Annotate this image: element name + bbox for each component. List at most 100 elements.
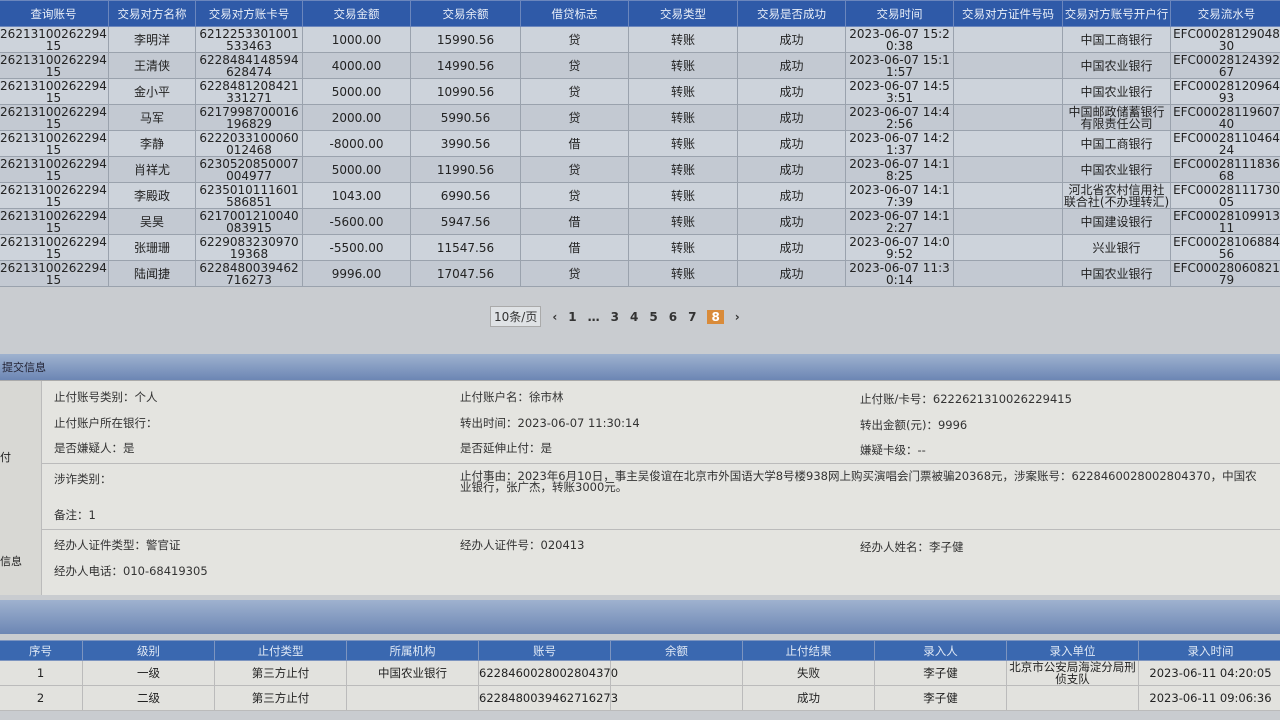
page-button[interactable]: 8: [707, 309, 724, 324]
table-cell: 转账: [628, 52, 738, 79]
column-header[interactable]: 所属机构: [346, 640, 479, 661]
table-cell: 6228484148594628474: [195, 52, 303, 79]
table-cell: -5500.00: [302, 234, 411, 261]
table-cell: 9996.00: [302, 260, 411, 287]
table-row[interactable]: 1 一级 第三方止付 中国农业银行 6228460028002804370 失败 李子健 北京…: [0, 660, 1280, 686]
page-button[interactable]: …: [587, 309, 600, 324]
table-cell: 转账: [628, 260, 738, 287]
column-header[interactable]: 交易余额: [410, 0, 521, 27]
table-cell: EFC0002811046424: [1170, 130, 1280, 157]
page-button[interactable]: 1: [568, 309, 577, 324]
prev-page-button[interactable]: ‹: [552, 309, 558, 324]
table-cell: 陆闻捷: [108, 260, 196, 287]
column-header[interactable]: 交易是否成功: [737, 0, 846, 27]
table-cell: 成功: [737, 182, 846, 209]
next-page-button[interactable]: ›: [734, 309, 740, 324]
column-header[interactable]: 余额: [610, 640, 743, 661]
table-cell: 2023-06-07 14:17:39: [845, 182, 954, 209]
table-cell: [953, 234, 1063, 261]
table-cell: 失败: [742, 660, 875, 686]
table-row[interactable]: 2621310026229415 马军 6217998700016196829 200…: [0, 104, 1280, 131]
side-label: 信息: [0, 555, 22, 568]
card-no: 止付账/卡号：6222621310026229415: [860, 392, 1072, 406]
table-cell: 10990.56: [410, 78, 521, 105]
table-cell: 3990.56: [410, 130, 521, 157]
table-cell: 4000.00: [302, 52, 411, 79]
table-cell: 成功: [737, 260, 846, 287]
column-header[interactable]: 借贷标志: [520, 0, 629, 27]
column-header[interactable]: 录入时间: [1138, 640, 1280, 661]
fraud-type: 涉诈类别：: [54, 472, 112, 486]
column-header[interactable]: 交易时间: [845, 0, 954, 27]
side-label: 付: [0, 451, 11, 464]
column-header[interactable]: 交易对方名称: [108, 0, 196, 27]
column-header[interactable]: 交易流水号: [1170, 0, 1280, 27]
table-cell: [610, 685, 743, 711]
table-cell: 借: [520, 234, 629, 261]
table-cell: [953, 182, 1063, 209]
handler-phone: 经办人电话：010-68419305: [54, 564, 208, 578]
table-row[interactable]: 2621310026229415 陆闻捷 6228480039462716273 99…: [0, 260, 1280, 287]
table-row[interactable]: 2621310026229415 肖祥尤 6230520850007004977 50…: [0, 156, 1280, 183]
table-cell: 一级: [82, 660, 215, 686]
column-header[interactable]: 交易对方账卡号: [195, 0, 303, 27]
table-row[interactable]: 2621310026229415 张珊珊 622908323097019368 -55…: [0, 234, 1280, 261]
column-header[interactable]: 录入单位: [1006, 640, 1139, 661]
column-header[interactable]: 止付类型: [214, 640, 347, 661]
table-cell: 17047.56: [410, 260, 521, 287]
column-header[interactable]: 止付结果: [742, 640, 875, 661]
column-header[interactable]: 查询账号: [0, 0, 109, 27]
page-button[interactable]: 6: [668, 309, 678, 324]
table-cell: 贷: [520, 182, 629, 209]
column-header[interactable]: 录入人: [874, 640, 1007, 661]
table-cell: 1043.00: [302, 182, 411, 209]
column-header[interactable]: 交易类型: [628, 0, 738, 27]
column-header[interactable]: 交易对方账号开户行: [1062, 0, 1171, 27]
column-header[interactable]: 级别: [82, 640, 215, 661]
table-cell: 成功: [737, 52, 846, 79]
column-header[interactable]: 序号: [0, 640, 83, 661]
table-cell: 6228481208421331271: [195, 78, 303, 105]
table-cell: 中国工商银行: [1062, 130, 1171, 157]
table-cell: 2023-06-07 14:21:37: [845, 130, 954, 157]
table-cell: 贷: [520, 78, 629, 105]
table-cell: 1000.00: [302, 26, 411, 53]
table-cell: 转账: [628, 234, 738, 261]
table-cell: -5600.00: [302, 208, 411, 235]
table-cell: 2023-06-11 09:06:36: [1138, 685, 1280, 711]
page-button[interactable]: 4: [630, 309, 639, 324]
table-row[interactable]: 2 二级 第三方止付 6228480039462716273 成功 李子健 2023-06-…: [0, 685, 1280, 711]
table-cell: 北京市公安局海淀分局刑侦支队: [1006, 660, 1139, 686]
stop-payment-table: 序号 级别 止付类型 所属机构 账号 余额 止付结果 录入人 录入单位 录入时间 1 一级 第三方止付…: [0, 640, 1280, 711]
table-row[interactable]: 2621310026229415 李明洋 6212253301001533463 10…: [0, 26, 1280, 53]
table-row[interactable]: 2621310026229415 王清侠 6228484148594628474 40…: [0, 52, 1280, 79]
table-row[interactable]: 2621310026229415 李殿政 6235010111601586851 10…: [0, 182, 1280, 209]
page-button[interactable]: 5: [649, 309, 658, 324]
table-cell: 2621310026229415: [0, 104, 109, 131]
section-title: 提交信息: [2, 361, 46, 374]
page-button[interactable]: 3: [610, 309, 619, 324]
table-row[interactable]: 2621310026229415 李静 6222033100060012468 -80…: [0, 130, 1280, 157]
table-row[interactable]: 2621310026229415 吴昊 6217001210040083915 -56…: [0, 208, 1280, 235]
suspect: 是否嫌疑人：是: [54, 441, 135, 455]
table-cell: EFC0002810991311: [1170, 208, 1280, 235]
table-cell: 贷: [520, 52, 629, 79]
table-cell: 5990.56: [410, 104, 521, 131]
table-row[interactable]: 2621310026229415 金小平 6228481208421331271 50…: [0, 78, 1280, 105]
page-button[interactable]: 7: [688, 309, 697, 324]
table-cell: 李明洋: [108, 26, 196, 53]
table-cell: [953, 208, 1063, 235]
table-cell: 2621310026229415: [0, 260, 109, 287]
table-cell: 王清侠: [108, 52, 196, 79]
table-cell: 第三方止付: [214, 685, 347, 711]
table-cell: -8000.00: [302, 130, 411, 157]
table-cell: 2023-06-07 14:18:25: [845, 156, 954, 183]
column-header[interactable]: 交易金额: [302, 0, 411, 27]
table-cell: 转账: [628, 78, 738, 105]
column-header[interactable]: 账号: [478, 640, 611, 661]
table-cell: 2023-06-07 15:20:38: [845, 26, 954, 53]
column-header[interactable]: 交易对方证件号码: [953, 0, 1063, 27]
table-cell: [610, 660, 743, 686]
page-size-select[interactable]: 10条/页: [490, 306, 542, 327]
table-cell: [953, 78, 1063, 105]
